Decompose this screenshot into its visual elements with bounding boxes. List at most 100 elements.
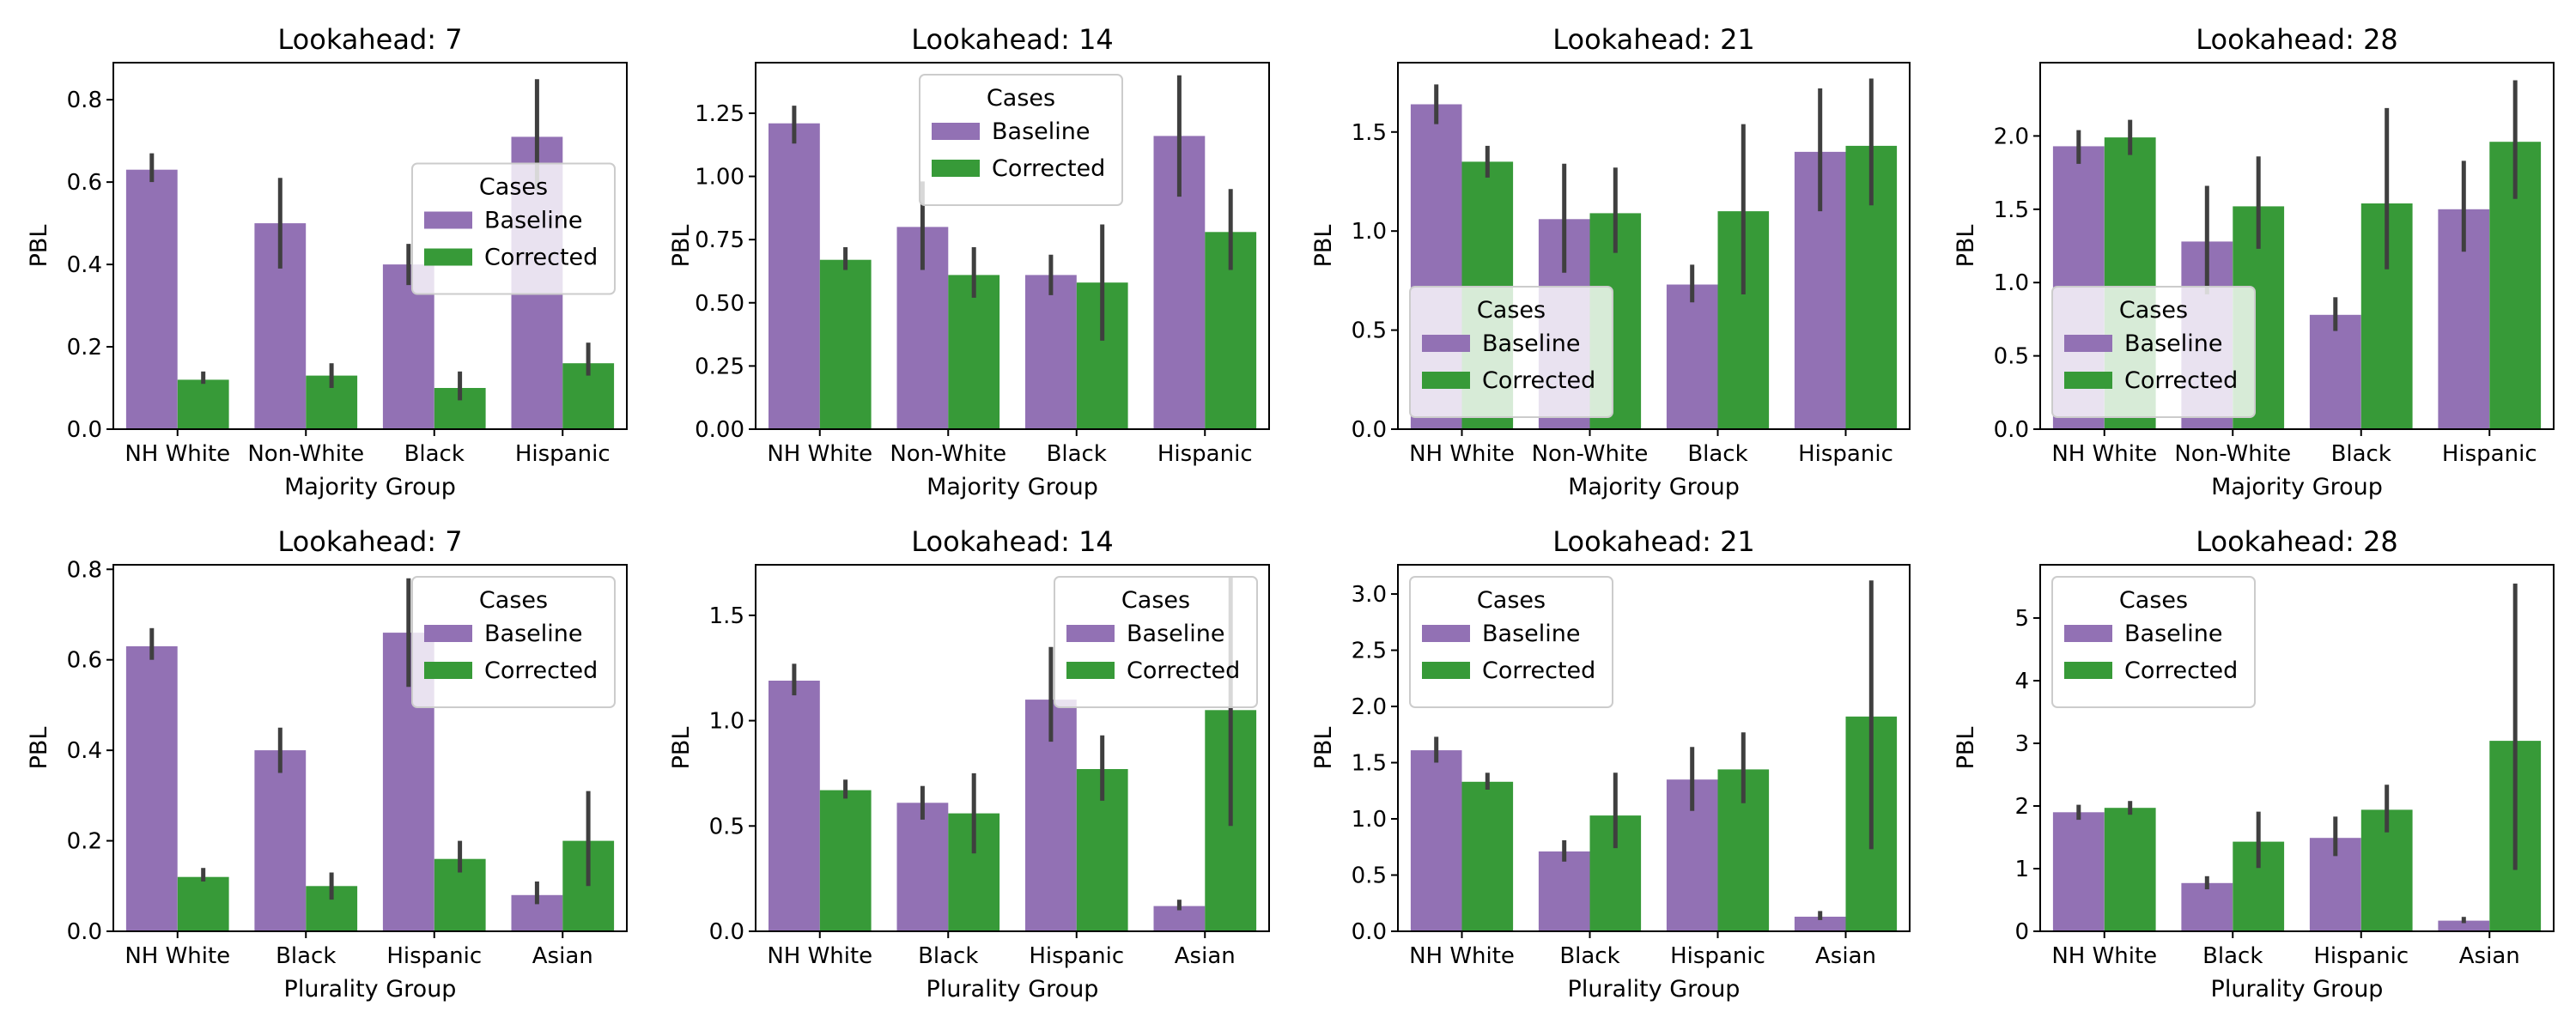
x-tick-label: Non-White bbox=[890, 441, 1006, 467]
subplot-1: 0.0 0.2 0.4 0.6 0.8 NH White Non-White Black His… bbox=[26, 23, 628, 500]
subplot-2: 0.00 0.25 0.50 0.75 1.00 1.25 NH White Non-Whit… bbox=[668, 23, 1270, 500]
x-tick-label: NH White bbox=[2051, 943, 2157, 969]
y-tick-label: 2.0 bbox=[1352, 694, 1387, 720]
legend: Cases Baseline Corrected bbox=[411, 162, 616, 295]
x-tick-label: Black bbox=[404, 441, 465, 467]
y-tick-label: 0.8 bbox=[67, 88, 102, 113]
legend-label-corrected: Corrected bbox=[484, 245, 598, 271]
legend-swatch-baseline bbox=[2064, 625, 2112, 642]
x-tick-label: NH White bbox=[2051, 441, 2157, 467]
bar-corrected-1 bbox=[2104, 808, 2156, 931]
y-tick-label: 4 bbox=[2014, 669, 2029, 694]
axes-frame bbox=[2039, 564, 2555, 932]
bar-baseline-2 bbox=[896, 803, 949, 931]
x-tick-label: NH White bbox=[125, 441, 230, 467]
x-tick-label: Black bbox=[918, 943, 978, 969]
y-tick-label: 0.00 bbox=[695, 417, 744, 443]
legend-swatch-corrected bbox=[932, 160, 980, 177]
subplot-title: Lookahead: 28 bbox=[2196, 23, 2398, 56]
y-tick-label: 3 bbox=[2014, 731, 2029, 757]
legend-label-baseline: Baseline bbox=[992, 118, 1090, 145]
y-tick-label: 0.0 bbox=[67, 417, 102, 443]
x-tick-label: Hispanic bbox=[515, 441, 611, 467]
x-tick-label: Hispanic bbox=[386, 943, 482, 969]
axes-frame bbox=[112, 564, 628, 932]
legend-swatch-corrected bbox=[424, 248, 472, 266]
bar-baseline-3 bbox=[2309, 314, 2361, 429]
legend-label-baseline: Baseline bbox=[484, 208, 582, 234]
legend-label-baseline: Baseline bbox=[484, 621, 582, 647]
legend: Cases Baseline Corrected bbox=[1054, 576, 1258, 708]
x-tick-label: Asian bbox=[1815, 943, 1876, 969]
y-tick-label: 1.00 bbox=[695, 165, 744, 191]
y-tick-label: 0.5 bbox=[1352, 863, 1387, 889]
y-tick-label: 2.5 bbox=[1352, 639, 1387, 664]
y-tick-label: 1.0 bbox=[1352, 219, 1387, 245]
subplot-7: 0.0 0.5 1.0 1.5 2.0 2.5 3.0 NH White Black Hispan… bbox=[1310, 525, 1911, 1003]
y-axis-label: PBL bbox=[1310, 727, 1337, 770]
legend: Cases Baseline Corrected bbox=[919, 74, 1123, 206]
bar-baseline-1 bbox=[125, 645, 178, 931]
legend-swatch-corrected bbox=[1422, 372, 1470, 389]
subplot-title: Lookahead: 7 bbox=[277, 525, 462, 558]
y-tick-label: 0.2 bbox=[67, 335, 102, 360]
y-tick-label: 1.5 bbox=[1352, 751, 1387, 777]
x-tick-label: Hispanic bbox=[1157, 441, 1253, 467]
y-axis-label: PBL bbox=[1953, 727, 1979, 770]
x-tick-label: NH White bbox=[1409, 441, 1515, 467]
bar-baseline-1 bbox=[1410, 750, 1462, 931]
y-tick-label: 0.0 bbox=[709, 919, 744, 945]
x-tick-label: Asian bbox=[1175, 943, 1236, 969]
x-axis-label: Majority Group bbox=[284, 474, 456, 500]
x-tick-label: NH White bbox=[767, 943, 872, 969]
x-tick-label: Non-White bbox=[1532, 441, 1649, 467]
y-tick-label: 0.2 bbox=[67, 829, 102, 855]
x-tick-label: Hispanic bbox=[2442, 441, 2537, 467]
x-tick-label: Black bbox=[1687, 441, 1747, 467]
legend-swatch-baseline bbox=[932, 123, 980, 140]
legend-label-corrected: Corrected bbox=[992, 155, 1105, 182]
legend-label-corrected: Corrected bbox=[1482, 367, 1595, 394]
y-axis-label: PBL bbox=[668, 225, 695, 268]
y-tick-label: 2 bbox=[2014, 794, 2029, 820]
subplot-3: 0.0 0.5 1.0 1.5 NH White Non-White Black Hispan… bbox=[1310, 23, 1911, 500]
y-tick-label: 0.8 bbox=[67, 557, 102, 583]
axes-frame bbox=[2039, 62, 2555, 430]
x-tick-label: Hispanic bbox=[2313, 943, 2409, 969]
x-tick-label: NH White bbox=[1409, 943, 1515, 969]
subplot-title: Lookahead: 28 bbox=[2196, 525, 2398, 558]
subplot-title: Lookahead: 7 bbox=[277, 23, 462, 56]
bar-corrected-1 bbox=[819, 790, 872, 931]
legend-label-corrected: Corrected bbox=[2124, 657, 2238, 684]
bar-baseline-1 bbox=[769, 681, 820, 931]
y-tick-label: 5 bbox=[2014, 606, 2029, 632]
legend: Cases Baseline Corrected bbox=[1409, 286, 1613, 418]
axes-frame bbox=[1397, 564, 1911, 932]
legend-swatch-corrected bbox=[2064, 372, 2112, 389]
legend-title: Cases bbox=[1121, 587, 1190, 614]
bar-baseline-2 bbox=[254, 750, 307, 931]
legend-label-baseline: Baseline bbox=[1482, 621, 1580, 647]
legend-label-baseline: Baseline bbox=[2124, 621, 2222, 647]
y-tick-label: 1.0 bbox=[709, 709, 744, 735]
axes-frame bbox=[755, 564, 1270, 932]
y-tick-label: 2.0 bbox=[1994, 124, 2029, 149]
x-axis-label: Majority Group bbox=[927, 474, 1098, 500]
legend-swatch-corrected bbox=[424, 662, 472, 679]
subplot-5: 0.0 0.2 0.4 0.6 0.8 NH White Black Hispanic Asia… bbox=[26, 525, 628, 1003]
y-axis-label: PBL bbox=[1310, 225, 1337, 268]
x-tick-label: Non-White bbox=[2174, 441, 2291, 467]
y-tick-label: 0.5 bbox=[1352, 318, 1387, 344]
legend-title: Cases bbox=[1477, 587, 1546, 614]
legend-title: Cases bbox=[987, 85, 1055, 112]
bar-corrected-1 bbox=[819, 259, 872, 429]
x-axis-label: Majority Group bbox=[2211, 474, 2383, 500]
y-tick-label: 0.0 bbox=[1352, 417, 1387, 443]
x-tick-label: Asian bbox=[532, 943, 593, 969]
axes-frame bbox=[112, 62, 628, 430]
legend-label-baseline: Baseline bbox=[1127, 621, 1224, 647]
bar-corrected-1 bbox=[1461, 781, 1514, 931]
x-tick-label: Asian bbox=[2459, 943, 2520, 969]
legend-swatch-corrected bbox=[1422, 662, 1470, 679]
x-tick-label: Hispanic bbox=[1670, 943, 1765, 969]
